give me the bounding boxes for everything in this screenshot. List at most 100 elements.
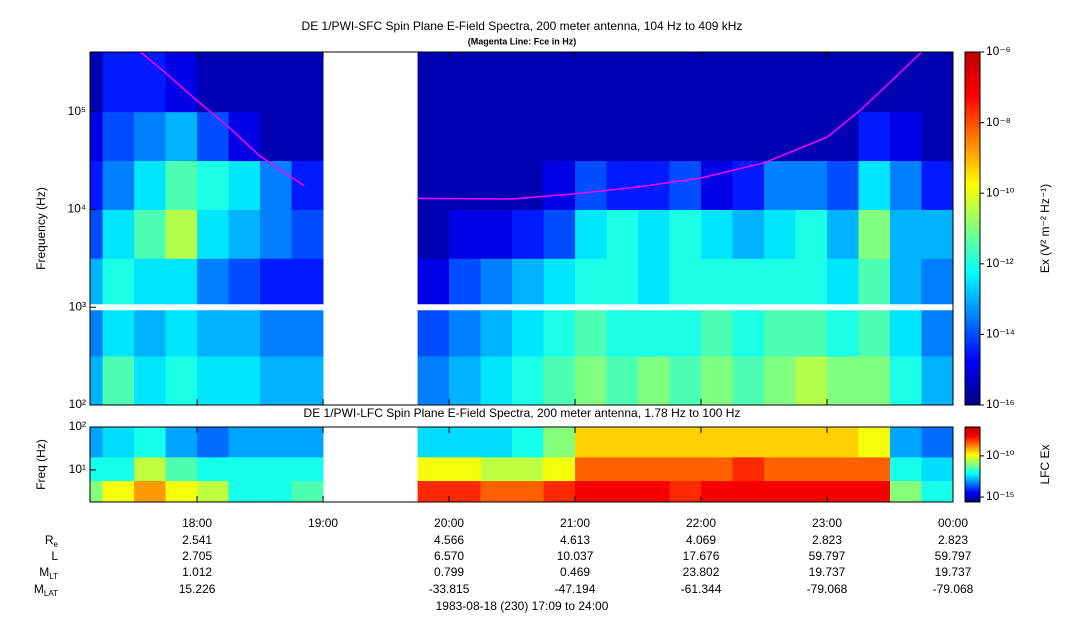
heatmap-cell: [512, 356, 544, 406]
heatmap-cell: [606, 160, 639, 210]
heatmap-cell: [764, 209, 796, 259]
heatmap-cell: [890, 258, 922, 308]
heatmap-cell: [701, 52, 733, 113]
heatmap-cell: [638, 111, 670, 162]
heatmap-cell: [197, 456, 229, 482]
heatmap-cell: [480, 480, 513, 503]
plot-frame: [89, 426, 954, 503]
heatmap-cell: [764, 427, 796, 458]
heatmap-cell: [669, 258, 702, 308]
heatmap-cell: [417, 209, 450, 259]
heatmap-cell: [165, 160, 198, 210]
heatmap-cell: [480, 456, 513, 482]
colorbar-tick-label: 10⁻¹⁰: [986, 185, 1015, 199]
heatmap-cell: [165, 111, 198, 162]
heatmap-cell: [480, 356, 513, 406]
heatmap-cell: [827, 160, 859, 210]
heatmap-cell: [764, 111, 796, 162]
heatmap-cell: [480, 160, 513, 210]
heatmap-cell: [890, 111, 922, 162]
heatmap-cell: [921, 307, 954, 357]
heatmap-cell: [291, 160, 324, 210]
heatmap-cell: [260, 111, 292, 162]
heatmap-cell: [606, 427, 639, 458]
heatmap-cell: [827, 427, 859, 458]
heatmap-cell: [291, 356, 324, 406]
heatmap-cell: [134, 209, 166, 259]
heatmap-cell: [669, 307, 702, 357]
heatmap-cell: [575, 356, 607, 406]
heatmap-cell: [732, 160, 765, 210]
ephemeris-value: 19.737: [935, 565, 972, 579]
heatmap-cell: [512, 307, 544, 357]
chart-subtitle: (Magenta Line: Fce in Hz): [468, 36, 577, 46]
heatmap-cell: [669, 427, 702, 458]
heatmap-cell: [90, 456, 103, 482]
heatmap-cell: [921, 160, 954, 210]
x-tick-label: 21:00: [560, 516, 590, 530]
heatmap-cell: [228, 307, 261, 357]
heatmap-cell: [480, 258, 513, 308]
heatmap-cell: [921, 427, 954, 458]
heatmap-cell: [669, 160, 702, 210]
heatmap-cell: [543, 111, 576, 162]
heatmap-cell: [543, 160, 576, 210]
heatmap-cell: [543, 356, 576, 406]
heatmap-cell: [197, 307, 229, 357]
y-axis-label: Frequency (Hz): [34, 187, 48, 270]
heatmap-cell: [417, 52, 450, 113]
heatmap-cell: [449, 52, 481, 113]
heatmap-cell: [260, 456, 292, 482]
heatmap-cell: [291, 480, 324, 503]
colorbar-label: LFC Ex: [1038, 444, 1052, 484]
heatmap-cell: [512, 52, 544, 113]
heatmap-cell: [575, 111, 607, 162]
heatmap-cell: [417, 456, 450, 482]
heatmap-cell: [228, 427, 261, 458]
heatmap-cell: [165, 427, 198, 458]
heatmap-cell: [638, 209, 670, 259]
heatmap-cell: [260, 258, 292, 308]
heatmap-cell: [228, 52, 261, 113]
heatmap-cell: [575, 258, 607, 308]
heatmap-cell: [575, 456, 607, 482]
heatmap-cell: [134, 427, 166, 458]
heatmap-cell: [701, 480, 733, 503]
heatmap-cell: [732, 209, 765, 259]
ephemeris-value: 19.737: [809, 565, 846, 579]
heatmap-cell: [701, 356, 733, 406]
ephemeris-value: 15.226: [179, 582, 216, 596]
heatmap-cell: [90, 307, 103, 357]
heatmap-cell: [102, 111, 135, 162]
heatmap-cell: [638, 456, 670, 482]
heatmap-cell: [134, 307, 166, 357]
heatmap-cell: [669, 52, 702, 113]
heatmap-cell: [890, 307, 922, 357]
ephemeris-value: -79.068: [807, 582, 848, 596]
heatmap-cell: [795, 209, 828, 259]
heatmap-cell: [921, 258, 954, 308]
heatmap-cell: [417, 160, 450, 210]
heatmap-cell: [134, 480, 166, 503]
heatmap-cell: [606, 480, 639, 503]
heatmap-cell: [102, 480, 135, 503]
heatmap-cell: [134, 356, 166, 406]
ephemeris-label: L: [51, 549, 58, 563]
heatmap-cell: [669, 111, 702, 162]
heatmap-cell: [165, 209, 198, 259]
ephemeris-value: 4.613: [560, 533, 590, 547]
heatmap-cell: [480, 52, 513, 113]
heatmap-cell: [795, 258, 828, 308]
heatmap-cell: [260, 427, 292, 458]
heatmap-cell: [102, 427, 135, 458]
heatmap-cell: [890, 456, 922, 482]
heatmap-cell: [102, 456, 135, 482]
heatmap-cell: [512, 209, 544, 259]
heatmap-cell: [827, 52, 859, 113]
heatmap-cell: [638, 427, 670, 458]
ephemeris-value: 1.012: [182, 565, 212, 579]
heatmap-cell: [291, 307, 324, 357]
ephemeris-value: 6.570: [434, 549, 464, 563]
ephemeris-label-sub: LAT: [44, 589, 58, 598]
heatmap-cell: [228, 356, 261, 406]
